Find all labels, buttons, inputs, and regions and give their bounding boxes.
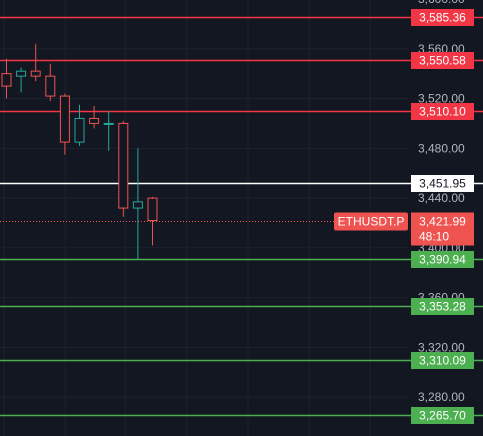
candle-body <box>45 75 56 97</box>
level-label-box <box>411 407 474 424</box>
candle <box>45 63 56 102</box>
current-price-box <box>411 212 474 246</box>
price-tick-label: 3,520.00 <box>418 92 465 106</box>
candle <box>74 104 85 146</box>
current-price-text: 3,421.99 <box>419 215 466 229</box>
level-label-box <box>411 9 474 26</box>
candle <box>16 67 27 93</box>
candle-body <box>118 122 129 209</box>
candle-body <box>147 197 158 222</box>
level-label-box <box>411 251 474 268</box>
candle-body <box>74 117 85 143</box>
candle <box>89 106 100 129</box>
candle <box>1 58 12 99</box>
level-label-box <box>411 103 474 120</box>
countdown-text: 48:10 <box>419 230 449 244</box>
candle-body <box>89 117 100 124</box>
price-tick-label: 3,440.00 <box>418 191 465 205</box>
symbol-badge <box>334 212 408 231</box>
candle-body <box>132 201 143 209</box>
candle-body <box>16 70 27 77</box>
level-label-box <box>411 352 474 369</box>
horizontal-levels <box>0 16 483 417</box>
candle <box>59 93 70 155</box>
candle <box>118 120 129 217</box>
level-label-box <box>411 298 474 315</box>
level-label: 3,265.70 <box>419 409 466 423</box>
candle-body <box>1 73 12 87</box>
level-label: 3,550.58 <box>419 54 466 68</box>
candle <box>132 148 143 260</box>
level-label-box <box>411 52 474 69</box>
candle <box>147 196 158 246</box>
candle-body <box>103 122 114 125</box>
level-label: 3,510.10 <box>419 105 466 119</box>
level-label: 3,353.28 <box>419 300 466 314</box>
price-tick-label: 3,320.00 <box>418 340 465 354</box>
candlestick-series <box>1 43 158 260</box>
grid <box>0 0 408 436</box>
level-label: 3,310.09 <box>419 354 466 368</box>
price-tick-label: 3,480.00 <box>418 141 465 155</box>
symbol-badge-text: ETHUSDT.P <box>338 215 405 229</box>
price-tick-label: 3,600.00 <box>418 0 465 6</box>
current-price-marker: ETHUSDT.P 3,421.99 48:10 <box>0 212 474 246</box>
candle-body <box>59 95 70 143</box>
level-label: 3,451.95 <box>419 177 466 191</box>
candle <box>103 110 114 151</box>
price-tick-label: 3,280.00 <box>418 390 465 404</box>
level-label: 3,390.94 <box>419 253 466 267</box>
candle <box>30 43 41 82</box>
level-label: 3,585.36 <box>419 11 466 25</box>
candle-body <box>30 70 41 77</box>
level-label-box <box>411 175 474 192</box>
price-labels: 3,585.36 3,550.58 3,510.10 3,451.95 3,390.94… <box>411 9 474 424</box>
